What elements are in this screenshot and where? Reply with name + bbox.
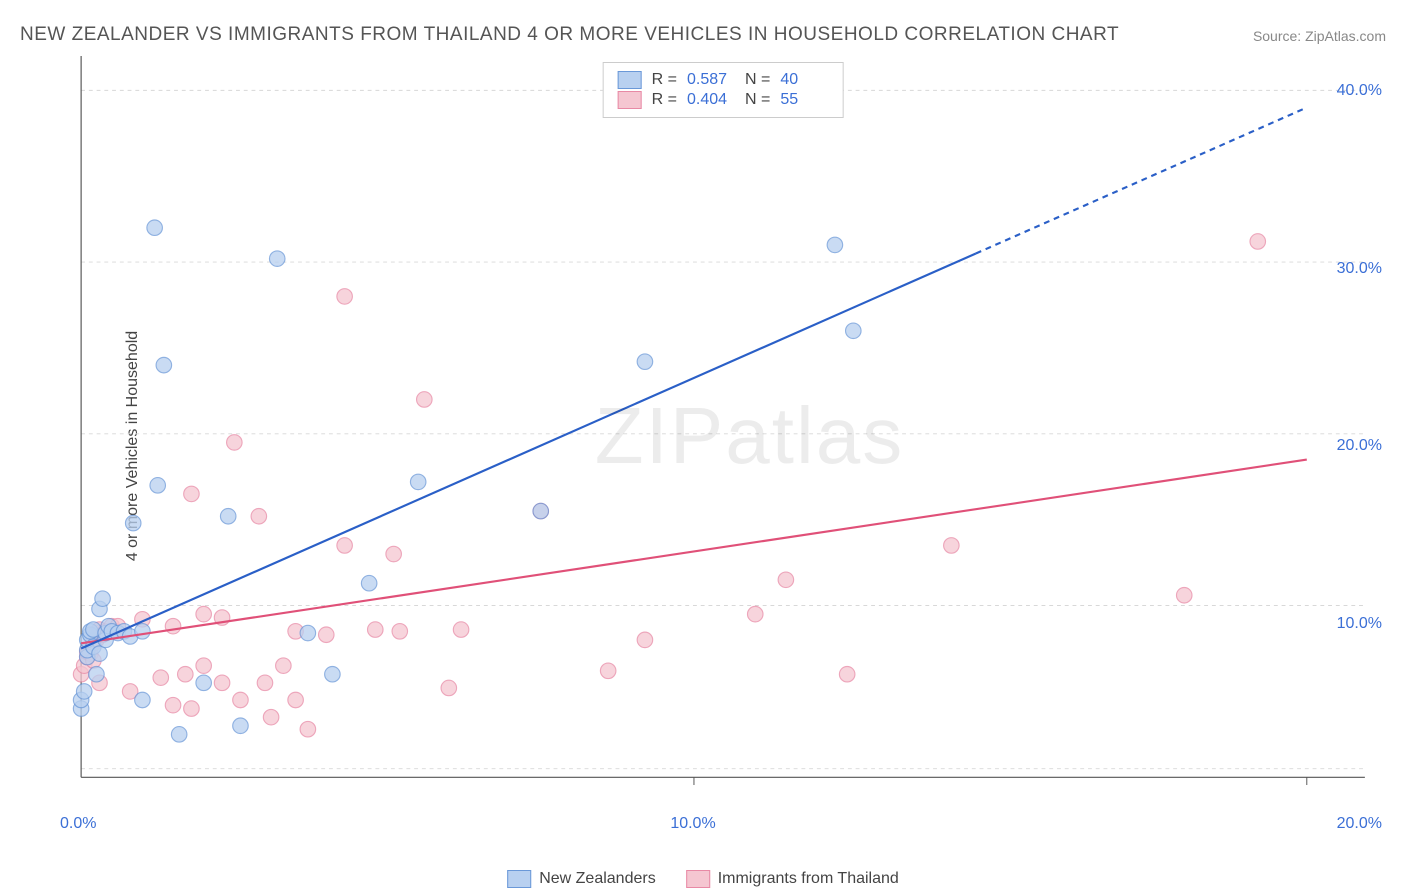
data-point — [269, 251, 284, 266]
legend-item: New Zealanders — [507, 870, 656, 888]
data-point — [368, 622, 383, 637]
data-point — [214, 675, 229, 690]
trend-line-pink — [81, 460, 1307, 644]
data-point — [92, 646, 107, 661]
legend-swatch — [686, 870, 710, 888]
legend-swatch — [507, 870, 531, 888]
legend-row: R = 0.587 N = 40 — [618, 71, 829, 89]
data-point — [1250, 234, 1265, 249]
legend-r-label: R = — [652, 91, 677, 109]
trend-line-blue-dashed — [976, 108, 1307, 254]
data-point — [319, 627, 334, 642]
data-point — [453, 622, 468, 637]
data-point — [227, 435, 242, 450]
data-point — [171, 727, 186, 742]
data-point — [153, 670, 168, 685]
legend-n-value: 55 — [780, 91, 828, 109]
data-point — [76, 684, 91, 699]
data-point — [361, 575, 376, 590]
data-point — [95, 591, 110, 606]
data-point — [637, 354, 652, 369]
data-point — [135, 624, 150, 639]
data-point — [417, 392, 432, 407]
legend-r-value: 0.587 — [687, 71, 735, 89]
data-point — [135, 692, 150, 707]
data-point — [196, 606, 211, 621]
data-point — [300, 721, 315, 736]
data-point — [184, 701, 199, 716]
data-point — [1176, 587, 1191, 602]
data-point — [533, 503, 548, 518]
legend-correlation: R = 0.587 N = 40 R = 0.404 N = 55 — [603, 62, 844, 118]
legend-row: R = 0.404 N = 55 — [618, 91, 829, 109]
data-point — [150, 478, 165, 493]
legend-series: New Zealanders Immigrants from Thailand — [507, 870, 899, 888]
legend-swatch — [618, 91, 642, 109]
data-point — [233, 692, 248, 707]
data-point — [944, 538, 959, 553]
data-point — [300, 625, 315, 640]
data-point — [827, 237, 842, 252]
legend-n-label: N = — [745, 91, 770, 109]
data-point — [288, 692, 303, 707]
data-point — [156, 357, 171, 372]
data-point — [325, 666, 340, 681]
data-point — [184, 486, 199, 501]
data-point — [337, 289, 352, 304]
data-point — [839, 666, 854, 681]
data-point — [89, 666, 104, 681]
legend-swatch — [618, 71, 642, 89]
data-point — [263, 709, 278, 724]
y-tick-label: 40.0% — [1337, 82, 1382, 100]
data-point — [196, 675, 211, 690]
x-tick-label: 20.0% — [1337, 815, 1382, 833]
legend-n-label: N = — [745, 71, 770, 89]
chart-title: NEW ZEALANDER VS IMMIGRANTS FROM THAILAN… — [20, 24, 1119, 46]
source-attribution: Source: ZipAtlas.com — [1253, 28, 1386, 44]
data-point — [337, 538, 352, 553]
chart-area: ZIPatlas R = 0.587 N = 40 R = 0.404 N = … — [60, 56, 1386, 816]
data-point — [747, 606, 762, 621]
data-point — [778, 572, 793, 587]
data-point — [441, 680, 456, 695]
data-point — [276, 658, 291, 673]
data-point — [386, 546, 401, 561]
data-point — [257, 675, 272, 690]
data-point — [147, 220, 162, 235]
data-point — [178, 666, 193, 681]
data-point — [233, 718, 248, 733]
x-tick-label: 0.0% — [60, 815, 96, 833]
y-tick-label: 20.0% — [1337, 437, 1382, 455]
legend-label: Immigrants from Thailand — [718, 870, 899, 888]
data-point — [165, 697, 180, 712]
scatter-plot — [60, 56, 1386, 816]
data-point — [196, 658, 211, 673]
legend-r-value: 0.404 — [687, 91, 735, 109]
data-point — [251, 508, 266, 523]
data-point — [392, 624, 407, 639]
y-tick-label: 30.0% — [1337, 260, 1382, 278]
data-point — [220, 508, 235, 523]
data-point — [125, 515, 140, 530]
y-tick-label: 10.0% — [1337, 615, 1382, 633]
data-point — [410, 474, 425, 489]
trend-line-blue — [81, 253, 976, 648]
legend-item: Immigrants from Thailand — [686, 870, 899, 888]
data-point — [165, 618, 180, 633]
legend-label: New Zealanders — [539, 870, 656, 888]
data-point — [600, 663, 615, 678]
legend-n-value: 40 — [780, 71, 828, 89]
data-point — [846, 323, 861, 338]
x-tick-label: 10.0% — [670, 815, 715, 833]
data-point — [637, 632, 652, 647]
legend-r-label: R = — [652, 71, 677, 89]
